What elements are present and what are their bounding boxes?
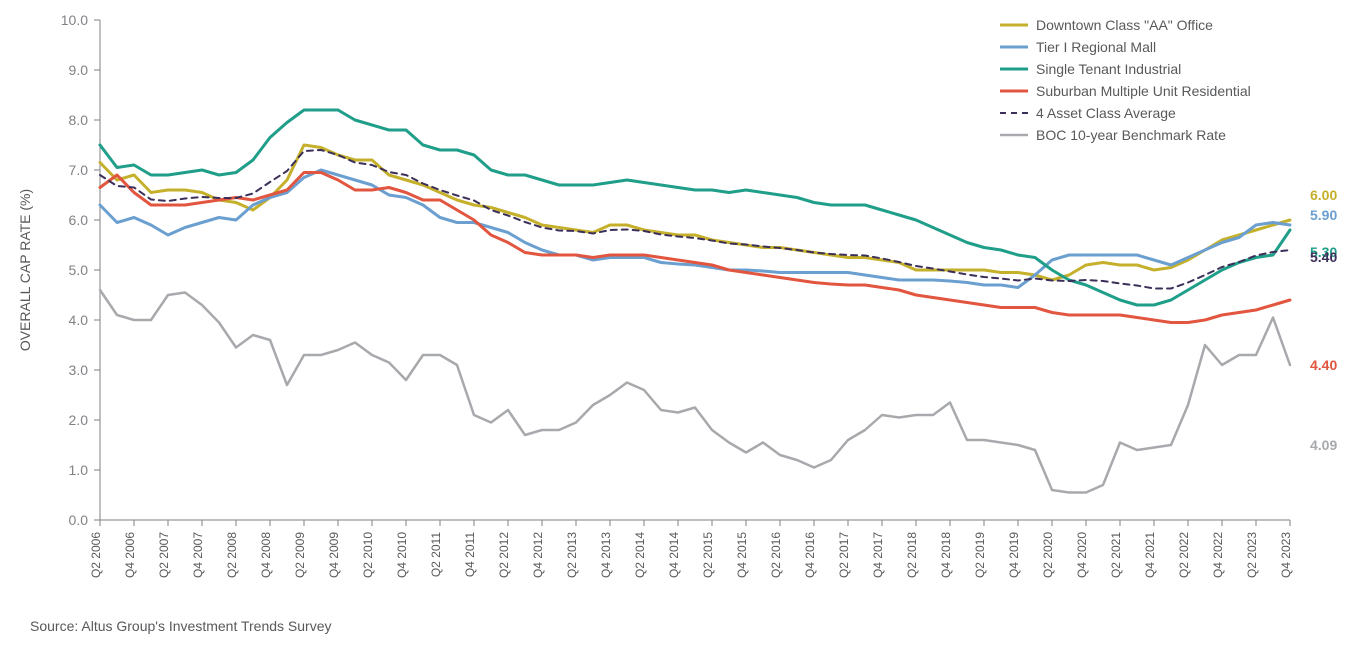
- x-tick-label: Q2 2017: [837, 532, 851, 578]
- y-tick-label: 3.0: [69, 362, 89, 378]
- end-value-average: 5.40: [1310, 249, 1337, 265]
- legend-label-industrial: Single Tenant Industrial: [1036, 61, 1181, 77]
- y-tick-label: 7.0: [69, 162, 89, 178]
- x-tick-label: Q4 2015: [735, 532, 749, 578]
- x-tick-label: Q2 2023: [1245, 532, 1259, 578]
- x-tick-label: Q2 2008: [225, 532, 239, 578]
- series-downtown_office: [100, 145, 1290, 280]
- y-tick-label: 0.0: [69, 512, 89, 528]
- x-tick-label: Q4 2018: [939, 532, 953, 578]
- legend-label-average: 4 Asset Class Average: [1036, 105, 1176, 121]
- y-tick-label: 1.0: [69, 462, 89, 478]
- x-tick-label: Q2 2010: [361, 532, 375, 578]
- y-tick-label: 5.0: [69, 262, 89, 278]
- x-tick-label: Q2 2018: [905, 532, 919, 578]
- y-tick-label: 10.0: [61, 12, 88, 28]
- y-tick-label: 4.0: [69, 312, 89, 328]
- x-tick-label: Q2 2016: [769, 532, 783, 578]
- x-tick-label: Q4 2013: [599, 532, 613, 578]
- x-tick-label: Q2 2014: [633, 532, 647, 578]
- x-tick-label: Q4 2008: [259, 532, 273, 578]
- x-tick-label: Q4 2017: [871, 532, 885, 578]
- x-tick-label: Q2 2019: [973, 532, 987, 578]
- x-tick-label: Q2 2011: [429, 532, 443, 577]
- x-tick-label: Q2 2012: [497, 532, 511, 578]
- legend-label-boc: BOC 10-year Benchmark Rate: [1036, 127, 1226, 143]
- x-tick-label: Q4 2020: [1075, 532, 1089, 578]
- x-tick-label: Q4 2023: [1279, 532, 1293, 578]
- series-average: [100, 150, 1290, 289]
- x-tick-label: Q4 2021: [1143, 532, 1157, 578]
- x-tick-label: Q4 2014: [667, 532, 681, 578]
- end-value-boc: 4.09: [1310, 437, 1337, 453]
- x-tick-label: Q2 2020: [1041, 532, 1055, 578]
- end-value-residential: 4.40: [1310, 357, 1337, 373]
- legend-label-regional_mall: Tier I Regional Mall: [1036, 39, 1156, 55]
- x-tick-label: Q4 2011: [463, 532, 477, 577]
- x-tick-label: Q2 2009: [293, 532, 307, 578]
- x-tick-label: Q4 2006: [123, 532, 137, 578]
- x-tick-label: Q2 2021: [1109, 532, 1123, 578]
- y-tick-label: 6.0: [69, 212, 89, 228]
- x-tick-label: Q4 2019: [1007, 532, 1021, 578]
- end-value-downtown_office: 6.00: [1310, 187, 1337, 203]
- x-tick-label: Q4 2012: [531, 532, 545, 578]
- y-tick-label: 8.0: [69, 112, 89, 128]
- x-tick-label: Q4 2010: [395, 532, 409, 578]
- x-tick-label: Q2 2013: [565, 532, 579, 578]
- x-tick-label: Q4 2016: [803, 532, 817, 578]
- x-tick-label: Q2 2022: [1177, 532, 1191, 578]
- source-note: Source: Altus Group's Investment Trends …: [30, 618, 331, 634]
- end-value-regional_mall: 5.90: [1310, 207, 1337, 223]
- y-tick-label: 2.0: [69, 412, 89, 428]
- x-tick-label: Q2 2006: [89, 532, 103, 578]
- x-tick-label: Q2 2015: [701, 532, 715, 578]
- x-tick-label: Q2 2007: [157, 532, 171, 578]
- x-tick-label: Q4 2022: [1211, 532, 1225, 578]
- legend-label-downtown_office: Downtown Class "AA" Office: [1036, 17, 1213, 33]
- y-tick-label: 9.0: [69, 62, 89, 78]
- y-axis-title: OVERALL CAP RATE (%): [17, 189, 33, 351]
- x-tick-label: Q4 2007: [191, 532, 205, 578]
- legend-label-residential: Suburban Multiple Unit Residential: [1036, 83, 1251, 99]
- x-tick-label: Q4 2009: [327, 532, 341, 578]
- series-boc: [100, 290, 1290, 493]
